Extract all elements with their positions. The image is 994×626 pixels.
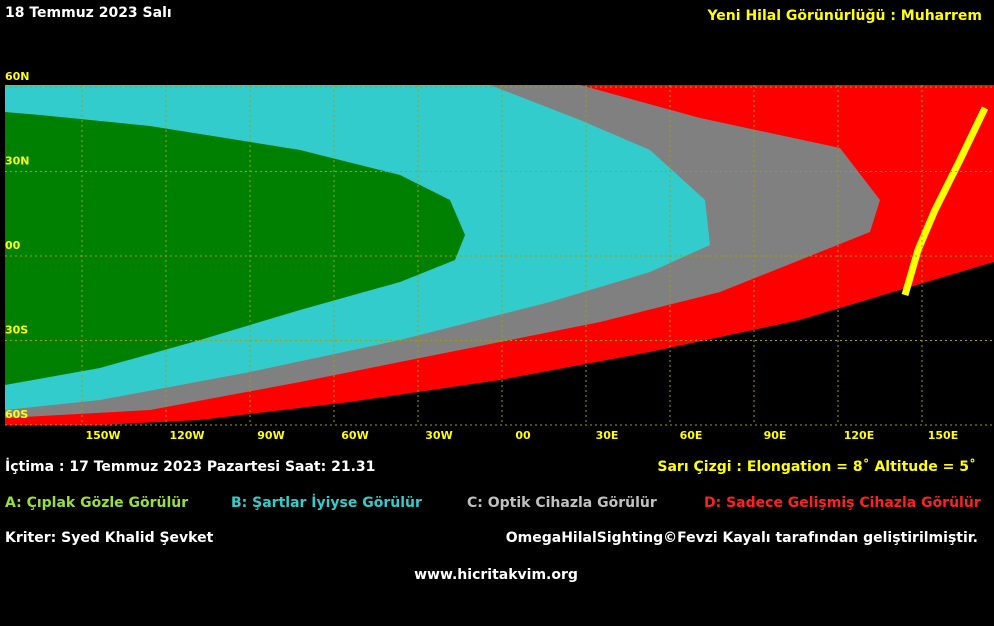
legend-item: D: Sadece Gelişmiş Cihazla Görülür — [704, 495, 981, 511]
conjunction: İçtima : 17 Temmuz 2023 Pazartesi Saat: … — [5, 458, 375, 475]
lon-label: 00 — [515, 429, 531, 442]
criterion: Kriter: Syed Khalid Şevket — [5, 530, 214, 546]
website: www.hicritakvim.org — [414, 567, 578, 583]
credit: OmegaHilalSighting©Fevzi Kayalı tarafınd… — [506, 530, 978, 546]
legend-item: C: Optik Cihazla Görülür — [467, 495, 657, 511]
yellow-line-note: Sarı Çizgi : Elongation = 8˚ Altitude = … — [657, 458, 976, 475]
lat-label: 30N — [5, 155, 30, 168]
lon-label: 60W — [341, 429, 368, 442]
lat-label: 60S — [5, 408, 28, 421]
lat-label: 30S — [5, 324, 28, 337]
lat-label: 60N — [5, 70, 30, 83]
lon-label: 150W — [85, 429, 120, 442]
lon-label: 30E — [596, 429, 619, 442]
yellow-line — [901, 106, 989, 296]
legend-item: B: Şartlar İyiyse Görülür — [231, 494, 422, 511]
title: Yeni Hilal Görünürlüğü : Muharrem — [706, 8, 982, 24]
legend-item: A: Çıplak Gözle Görülür — [5, 495, 188, 511]
lon-label: 150E — [928, 429, 958, 442]
lat-label: 00 — [5, 239, 21, 252]
zone-a — [5, 112, 465, 385]
lon-label: 120W — [169, 429, 204, 442]
lon-label: 60E — [680, 429, 703, 442]
map: 60N 30N 00 30S 60S 150W 120W 90W 60W 30W 00 30E 60E 9… — [5, 70, 994, 442]
date: 18 Temmuz 2023 Salı — [5, 5, 172, 21]
lon-label: 30W — [425, 429, 452, 442]
lon-label: 90W — [257, 429, 284, 442]
grid: 60N 30N 00 30S 60S 150W 120W 90W 60W 30W 00 30E 60E 9… — [5, 70, 994, 442]
lon-label: 90E — [764, 429, 787, 442]
legend: A: Çıplak Gözle Görülür B: Şartlar İyiyse… — [5, 494, 981, 511]
lon-label: 120E — [844, 429, 874, 442]
